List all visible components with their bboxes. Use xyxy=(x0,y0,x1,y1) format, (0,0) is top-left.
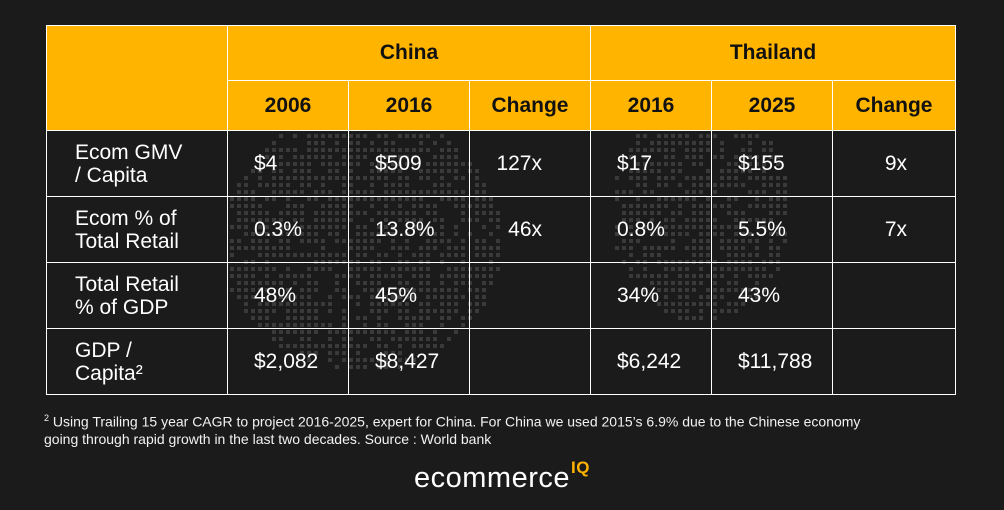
table-row: Ecom GMV / Capita $4 $509 127x $17 $155 9… xyxy=(46,130,956,197)
table-cell xyxy=(469,262,591,329)
table-cell: 48% xyxy=(227,262,349,329)
footnote-line-2: going through rapid growth in the last t… xyxy=(44,430,492,447)
table-cell: 7x xyxy=(832,196,956,263)
header-corner xyxy=(46,25,228,131)
table-cell: $509 xyxy=(348,130,470,197)
ecommerceiq-logo: ecommerceIQ xyxy=(414,458,590,494)
year-header: 2025 xyxy=(711,80,833,131)
footnote-line-1: Using Trailing 15 year CAGR to project 2… xyxy=(52,413,861,430)
table-cell xyxy=(469,328,591,395)
row-label: Total Retail% of GDP xyxy=(46,262,228,329)
table-cell: 5.5% xyxy=(711,196,833,263)
table-cell: 43% xyxy=(711,262,833,329)
table-cell xyxy=(832,328,956,395)
table-cell: 45% xyxy=(348,262,470,329)
header-thailand: Thailand xyxy=(590,25,956,81)
table-cell: 0.8% xyxy=(590,196,712,263)
table-cell: 127x xyxy=(469,130,591,197)
table-cell xyxy=(832,262,956,329)
table-cell: 9x xyxy=(832,130,956,197)
comparison-table: China Thailand 2006 2016 Change 2016 202… xyxy=(46,25,956,395)
header-china: China xyxy=(227,25,591,81)
year-header: 2016 xyxy=(348,80,470,131)
table-cell: 13.8% xyxy=(348,196,470,263)
year-header: 2016 xyxy=(590,80,712,131)
year-header: 2006 xyxy=(227,80,349,131)
table-cell: $155 xyxy=(711,130,833,197)
table-cell: 34% xyxy=(590,262,712,329)
table-cell: 46x xyxy=(469,196,591,263)
change-header: Change xyxy=(469,80,591,131)
row-label: GDP / Capita² xyxy=(46,328,228,395)
table-cell: $8,427 xyxy=(348,328,470,395)
table-cell: $17 xyxy=(590,130,712,197)
table-cell: $4 xyxy=(227,130,349,197)
table-cell: $6,242 xyxy=(590,328,712,395)
table-cell: 0.3% xyxy=(227,196,349,263)
row-label: Ecom GMV / Capita xyxy=(46,130,228,197)
table-cell: $2,082 xyxy=(227,328,349,395)
footnote: 2 Using Trailing 15 year CAGR to project… xyxy=(44,410,964,448)
row-label: Ecom % of Total Retail xyxy=(46,196,228,263)
footnote-marker: 2 xyxy=(44,413,50,423)
table-row: Ecom % of Total Retail 0.3% 13.8% 46x 0.8… xyxy=(46,196,956,263)
change-header: Change xyxy=(832,80,956,131)
table-row: Total Retail% of GDP 48% 45% 34% 43% xyxy=(46,262,956,329)
table-cell: $11,788 xyxy=(711,328,833,395)
table-row: GDP / Capita² $2,082 $8,427 $6,242 $11,78… xyxy=(46,328,956,395)
